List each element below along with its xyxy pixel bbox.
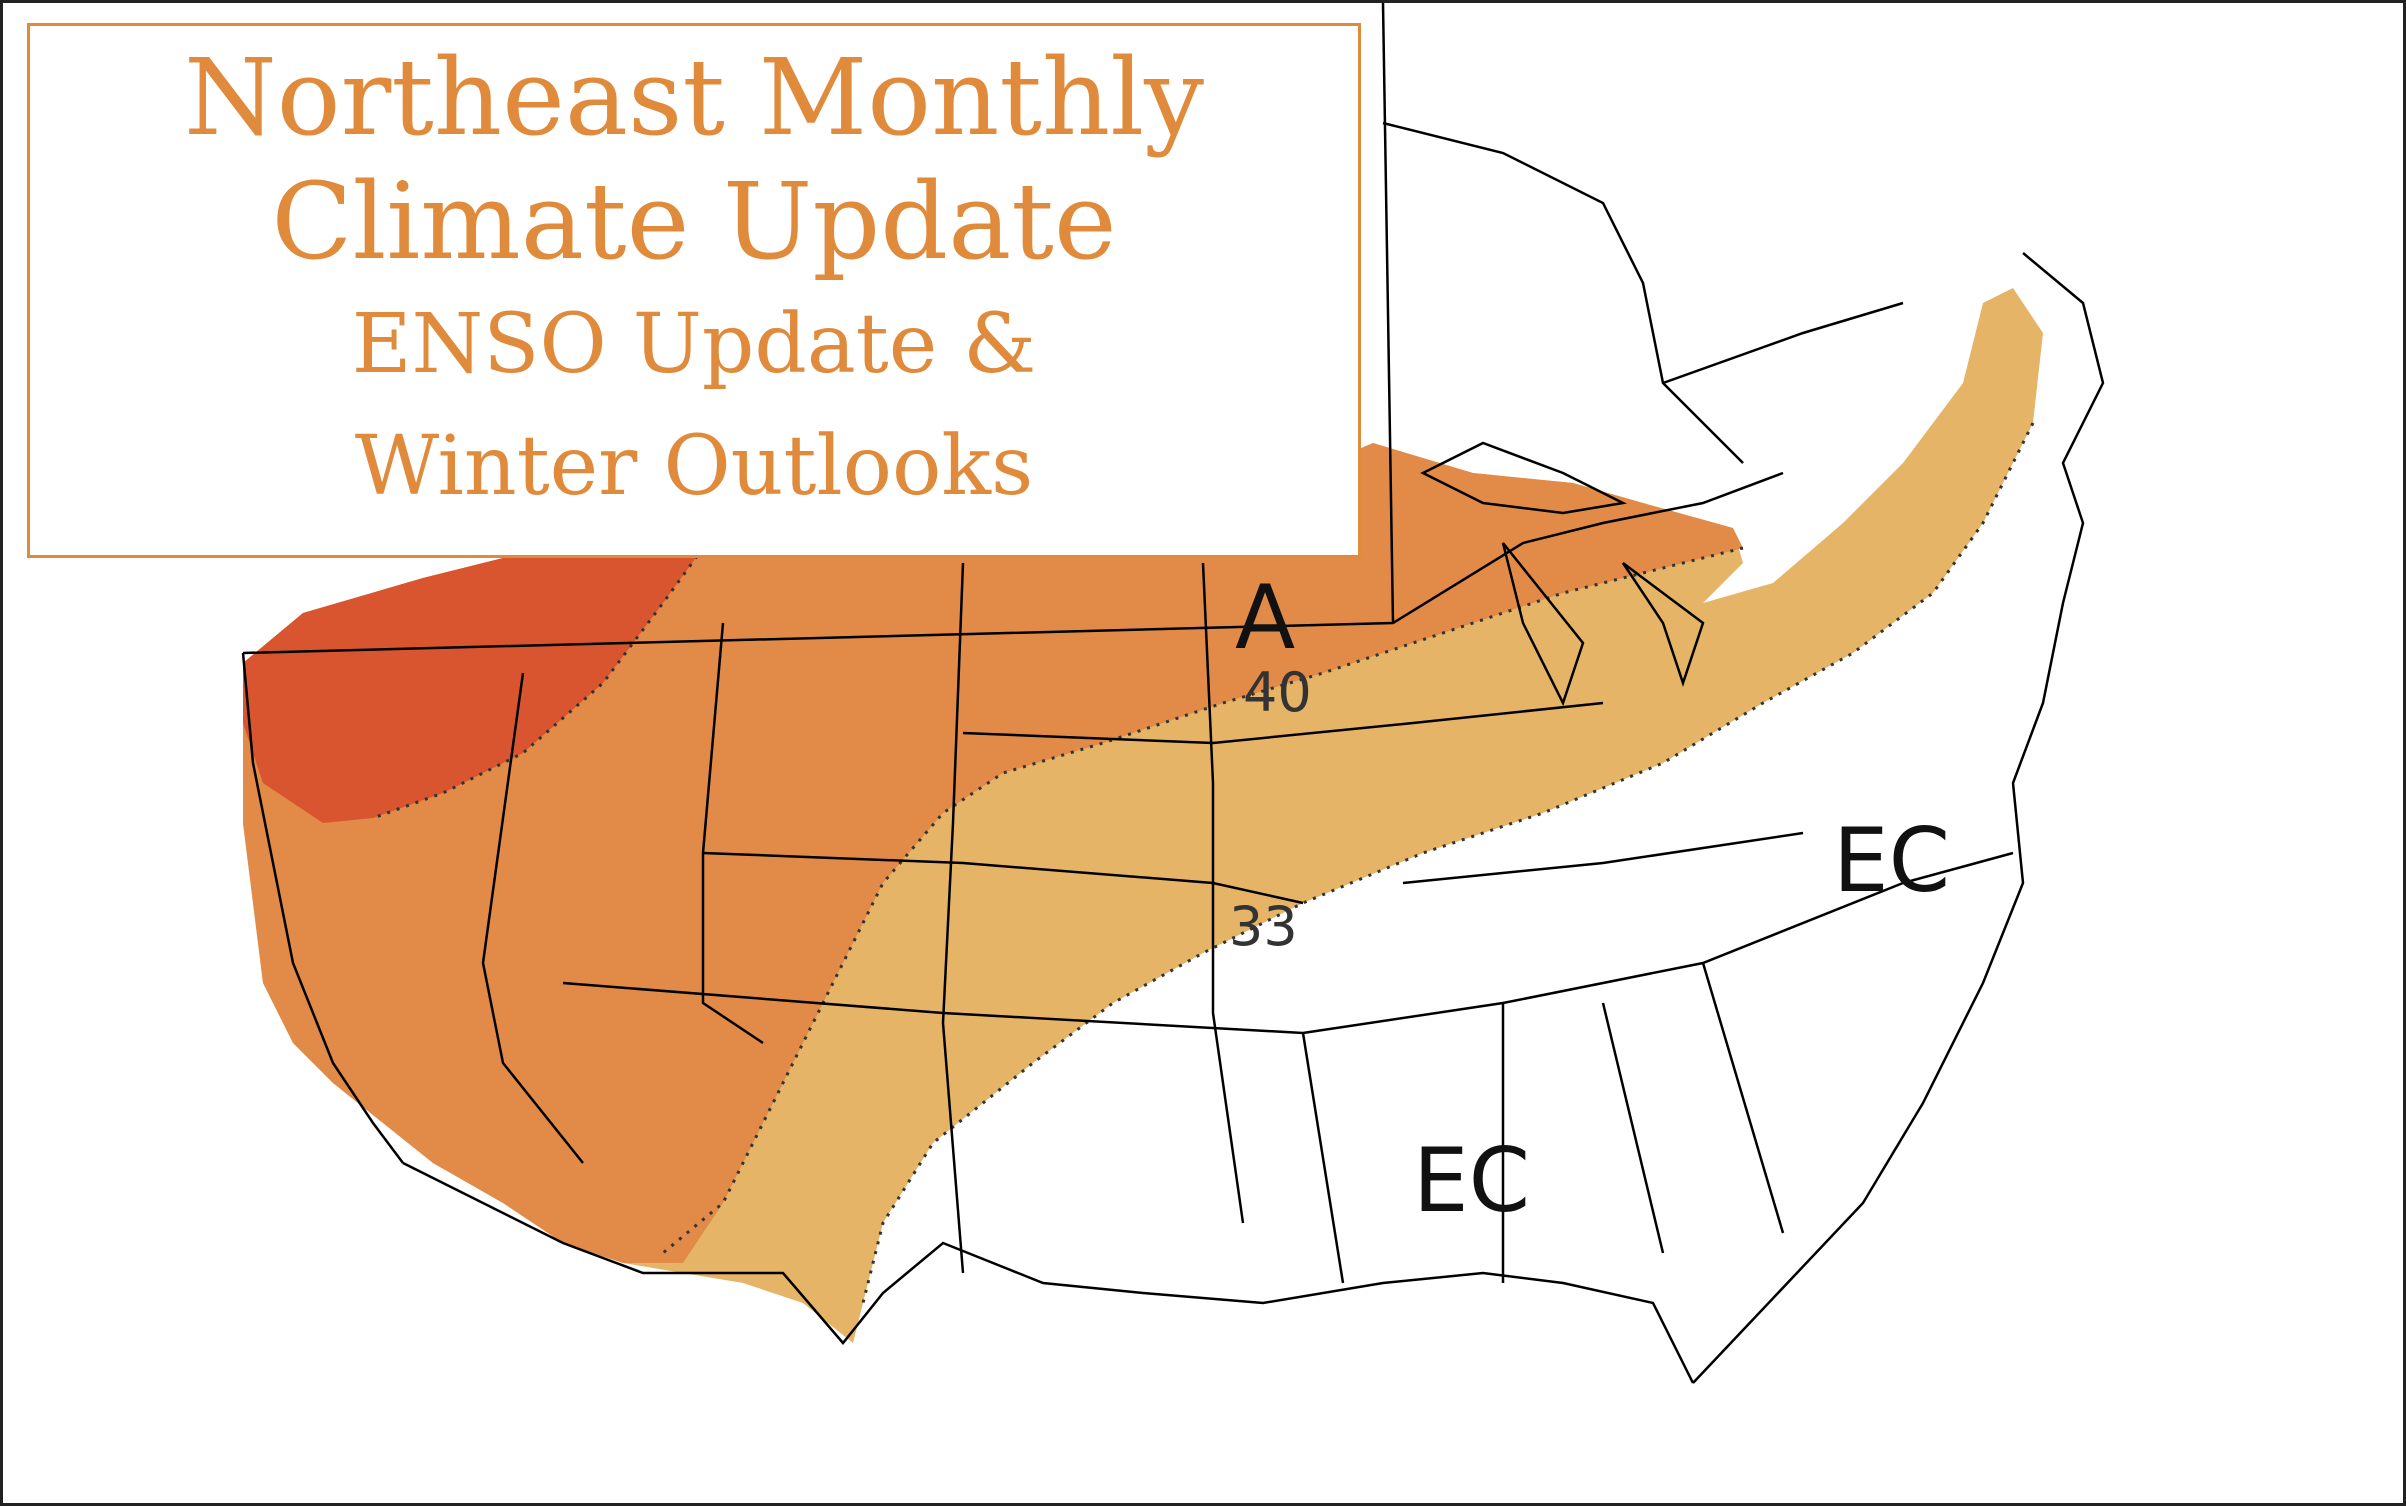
contour-label-33: 33 — [1229, 895, 1298, 958]
contour-50-line — [372, 547, 705, 820]
contour-label-40: 40 — [1243, 661, 1312, 724]
boundary-lines — [241, 3, 2105, 1384]
label-ec-south: EC — [1413, 1129, 1530, 1232]
title-line-2: Climate Update — [271, 160, 1117, 283]
label-above: A — [1235, 566, 1295, 669]
above-50-60-region — [243, 543, 703, 823]
contour-33-line — [861, 422, 2035, 1304]
subtitle-line-1: ENSO Update & — [351, 297, 1037, 392]
subtitle-line-2: Winter Outlooks — [354, 419, 1034, 514]
title-box: Northeast Monthly Climate Update ENSO Up… — [27, 23, 1361, 558]
title-line-1: Northeast Monthly — [184, 36, 1204, 159]
label-ec-east: EC — [1833, 809, 1950, 912]
